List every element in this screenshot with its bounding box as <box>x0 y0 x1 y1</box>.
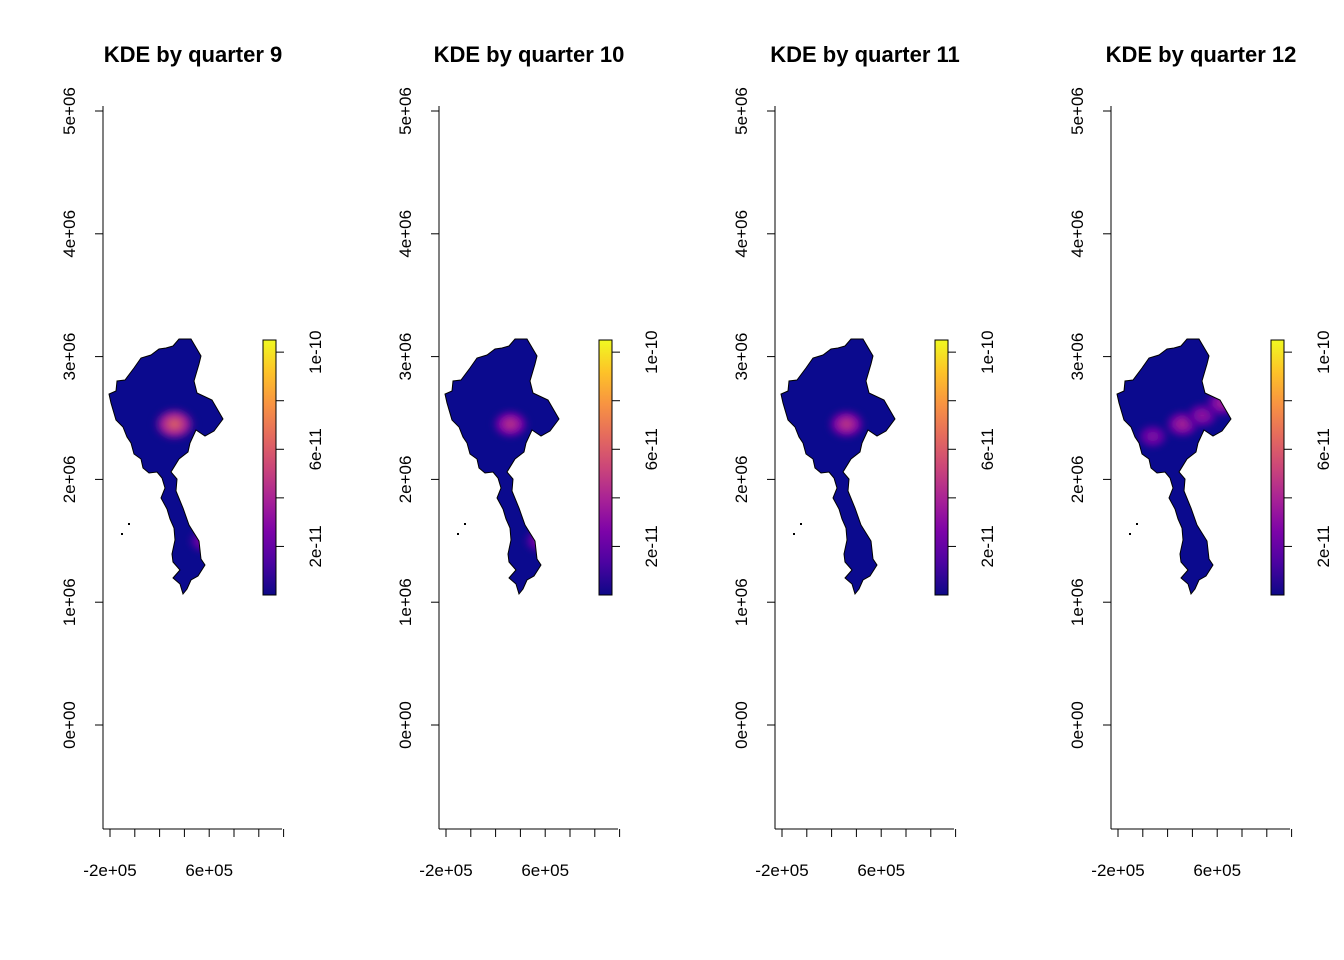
y-tick-label: 5e+06 <box>60 87 79 135</box>
y-tick-label: 4e+06 <box>396 210 415 258</box>
colorbar-tick-label: 2e-11 <box>1314 525 1333 567</box>
island-mark <box>457 533 459 535</box>
colorbar-tick-label: 2e-11 <box>306 525 325 567</box>
y-tick-label: 5e+06 <box>1068 87 1087 135</box>
colorbar <box>598 339 613 596</box>
kde-map-base <box>1117 339 1231 594</box>
map-outline <box>108 338 224 596</box>
y-tick-label: 2e+06 <box>732 456 751 504</box>
panel-2: KDE by quarter 10 0e+00 1e+06 2e+06 3e+06 4e+… <box>396 42 661 880</box>
colorbar-tick-label: 1e-10 <box>642 330 661 373</box>
panel-3: KDE by quarter 11 0e+00 1e+06 2e+06 3e+06 4e+… <box>732 42 997 880</box>
x-tick-label: -2e+05 <box>83 861 136 880</box>
panel-title: KDE by quarter 12 <box>1106 42 1297 67</box>
y-tick-label: 2e+06 <box>396 456 415 504</box>
colorbar-tick-label: 6e-11 <box>642 428 661 470</box>
x-tick-label: -2e+05 <box>755 861 808 880</box>
colorbar-tick-label: 2e-11 <box>978 525 997 567</box>
kde-hotspot <box>825 407 868 441</box>
kde-map-base <box>109 339 223 594</box>
island-mark <box>793 533 795 535</box>
island-mark <box>1129 533 1131 535</box>
island-mark <box>464 523 466 525</box>
x-tick-label: 6e+05 <box>185 861 233 880</box>
y-tick-label: 0e+00 <box>396 701 415 749</box>
y-tick-label: 0e+00 <box>1068 701 1087 749</box>
panel-title: KDE by quarter 10 <box>434 42 625 67</box>
island-mark <box>1136 523 1138 525</box>
colorbar-tick-label: 2e-11 <box>642 525 661 567</box>
y-tick-label: 1e+06 <box>396 578 415 626</box>
y-tick-label: 5e+06 <box>732 87 751 135</box>
x-tick-label: 6e+05 <box>857 861 905 880</box>
y-tick-label: 4e+06 <box>1068 210 1087 258</box>
island-mark <box>800 523 802 525</box>
y-tick-label: 3e+06 <box>1068 333 1087 381</box>
colorbar-tick-label: 1e-10 <box>306 330 325 373</box>
colorbar <box>934 339 949 596</box>
y-tick-label: 2e+06 <box>1068 456 1087 504</box>
y-tick-label: 1e+06 <box>1068 578 1087 626</box>
y-tick-label: 4e+06 <box>60 210 79 258</box>
x-tick-label: 6e+05 <box>521 861 569 880</box>
colorbar <box>262 339 277 596</box>
y-tick-label: 3e+06 <box>732 333 751 381</box>
kde-map-base <box>781 339 895 594</box>
island-mark <box>121 533 123 535</box>
colorbar-tick-label: 1e-10 <box>978 330 997 373</box>
y-tick-label: 2e+06 <box>60 456 79 504</box>
kde-hotspots <box>825 407 868 441</box>
kde-hotspot <box>186 526 222 555</box>
y-tick-label: 4e+06 <box>732 210 751 258</box>
kde-hotspot <box>522 526 559 556</box>
y-tick-label: 3e+06 <box>396 333 415 381</box>
y-tick-label: 5e+06 <box>396 87 415 135</box>
panel-1: KDE by quarter 9 0e+00 1e+06 2e+06 3e+06 4e+0… <box>60 42 325 880</box>
colorbar-tick-label: 6e-11 <box>306 428 325 470</box>
kde-map-base <box>445 339 559 594</box>
x-tick-label: 6e+05 <box>1193 861 1241 880</box>
kde-hotspot <box>489 407 531 441</box>
x-tick-label: -2e+05 <box>419 861 472 880</box>
kde-hotspot <box>151 405 198 443</box>
panel-title: KDE by quarter 11 <box>770 42 960 67</box>
y-tick-label: 0e+00 <box>60 701 79 749</box>
panel-4: KDE by quarter 12 0e+00 1e+06 2e+06 3e+06 4e+… <box>1068 42 1333 880</box>
panel-title: KDE by quarter 9 <box>104 42 283 67</box>
y-tick-label: 1e+06 <box>732 578 751 626</box>
kde-hotspot <box>1135 422 1171 451</box>
colorbar-tick-label: 6e-11 <box>978 428 997 470</box>
y-tick-label: 0e+00 <box>732 701 751 749</box>
y-tick-label: 1e+06 <box>60 578 79 626</box>
map-outline <box>1116 338 1232 596</box>
y-tick-label: 3e+06 <box>60 333 79 381</box>
colorbar-tick-label: 1e-10 <box>1314 330 1333 373</box>
map-outline <box>444 338 560 596</box>
colorbar <box>1270 339 1285 596</box>
colorbar-tick-label: 6e-11 <box>1314 428 1333 470</box>
island-mark <box>128 523 130 525</box>
map-outline <box>780 338 896 596</box>
x-tick-label: -2e+05 <box>1091 861 1144 880</box>
